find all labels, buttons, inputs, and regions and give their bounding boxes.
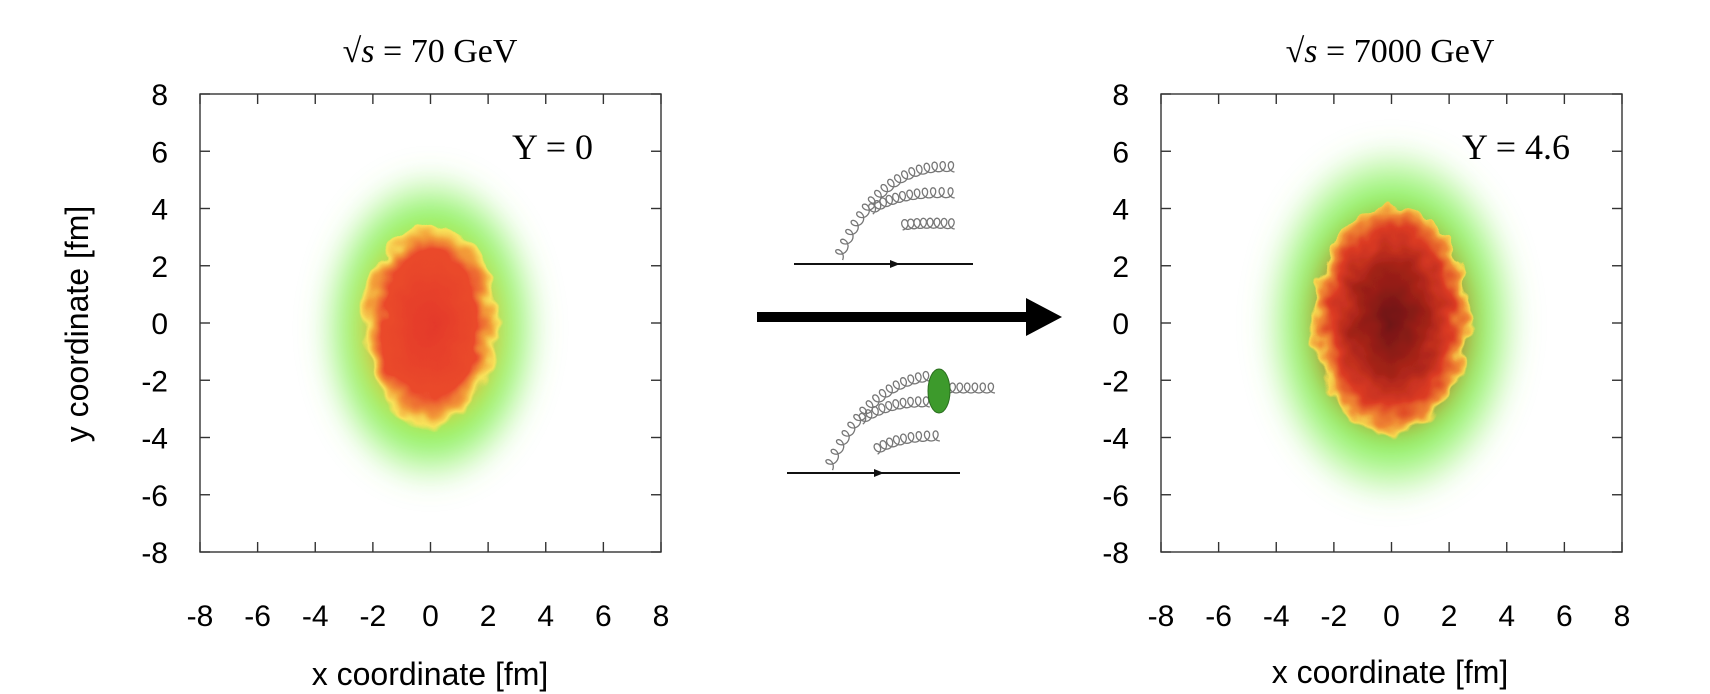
x-tick-label-left: -8 (187, 600, 214, 633)
y-tick-label-right: 4 (1112, 194, 1129, 227)
y-tick-label-left: -4 (141, 423, 168, 456)
x-tick-label-right: -4 (1263, 600, 1290, 633)
y-tick-label-left: -2 (141, 365, 168, 398)
annotation-left: Y = 0 (512, 127, 593, 167)
gluon-line-4 (825, 370, 931, 471)
y-tick-label-right: 6 (1112, 136, 1129, 169)
gluon-line-7 (873, 430, 940, 455)
x-tick-label-right: 6 (1556, 600, 1573, 633)
heatmap-panel-left: -8 -6 -4 -2 0 2 4 6 8 8 6 4 2 0 -2 -4 -6 -8 √s = 70 GeV Y… (59, 33, 669, 692)
y-tick-label-left: -6 (141, 480, 168, 513)
y-tick-label-right: 0 (1112, 308, 1129, 341)
x-tick-label-left: 2 (480, 600, 497, 633)
x-tick-label-left: -6 (244, 600, 271, 633)
y-tick-label-right: -4 (1102, 423, 1129, 456)
x-tick-label-right: -8 (1148, 600, 1175, 633)
gluon-line-1 (835, 160, 955, 261)
x-tick-label-right: -6 (1205, 600, 1232, 633)
y-tick-label-right: 2 (1112, 251, 1129, 284)
x-tick-label-right: 0 (1383, 600, 1400, 633)
quark-arrow-top-icon (890, 260, 900, 268)
gluon-line-2 (867, 186, 955, 215)
xlabel-right: x coordinate [fm] (1272, 654, 1509, 690)
heat-core-left (362, 224, 499, 433)
x-tick-label-left: -2 (360, 600, 387, 633)
ticks-left: -8 -6 -4 -2 0 2 4 6 8 8 6 4 2 0 -2 -4 -6 -8 (141, 79, 669, 633)
y-tick-label-left: 6 (151, 136, 168, 169)
ylabel-left: y coordinate [fm] (59, 206, 95, 443)
xlabel-left: x coordinate [fm] (312, 656, 549, 692)
y-tick-label-right: 8 (1112, 79, 1129, 112)
y-tick-label-right: -6 (1102, 480, 1129, 513)
gluon-line-6 (858, 396, 930, 425)
y-tick-label-left: 0 (151, 308, 168, 341)
evolution-arrow (757, 298, 1062, 336)
y-tick-label-left: 8 (151, 79, 168, 112)
y-tick-label-left: 2 (151, 251, 168, 284)
gluon-ladder-bottom (787, 368, 996, 477)
arrow-head-icon (1026, 298, 1062, 336)
arrow-shaft (757, 312, 1029, 322)
gluon-line-5 (948, 382, 996, 394)
ticks-right: -8 -6 -4 -2 0 2 4 6 8 8 6 4 2 0 -2 -4 -6 -8 (1102, 79, 1630, 633)
y-tick-label-right: -8 (1102, 537, 1129, 570)
heatmap-plot-right (1261, 143, 1522, 503)
x-tick-label-left: 0 (422, 600, 439, 633)
x-tick-label-right: 8 (1614, 600, 1631, 633)
x-tick-label-left: 6 (595, 600, 612, 633)
recombination-blob-icon (927, 368, 951, 414)
annotation-right: Y = 4.6 (1462, 127, 1570, 167)
title-left: √s = 70 GeV (343, 33, 518, 70)
x-tick-label-left: 4 (537, 600, 554, 633)
y-tick-label-right: -2 (1102, 365, 1129, 398)
x-tick-label-left: -4 (302, 600, 329, 633)
evolution-diagram (757, 160, 1062, 477)
gluon-ladder-top (794, 160, 973, 268)
heatmap-plot-left (318, 169, 543, 488)
x-tick-label-right: 2 (1441, 600, 1458, 633)
heatmap-panel-right: -8 -6 -4 -2 0 2 4 6 8 8 6 4 2 0 -2 -4 -6 -8 √s = 7000 GeV… (1102, 33, 1630, 690)
quark-arrow-bottom-icon (874, 469, 884, 477)
gluon-line-3 (901, 217, 955, 231)
x-tick-label-right: -2 (1321, 600, 1348, 633)
x-tick-label-left: 8 (653, 600, 670, 633)
y-tick-label-left: -8 (141, 537, 168, 570)
x-tick-label-right: 4 (1498, 600, 1515, 633)
y-tick-label-left: 4 (151, 194, 168, 227)
heat-core-right (1312, 205, 1471, 441)
title-right: √s = 7000 GeV (1286, 33, 1495, 70)
